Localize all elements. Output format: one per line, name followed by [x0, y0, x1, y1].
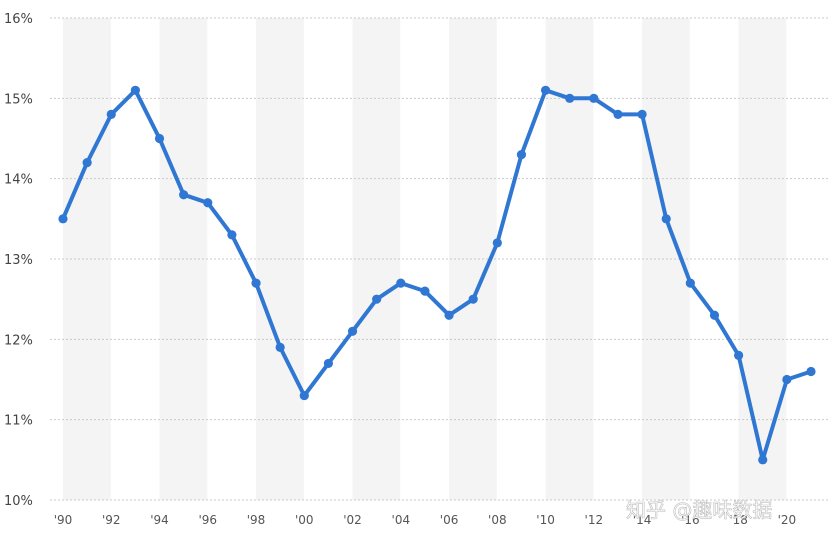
x-tick-label: '02 — [343, 513, 362, 527]
x-tick-label: '00 — [295, 513, 314, 527]
y-tick-label: 11% — [4, 414, 33, 429]
data-point — [323, 358, 334, 369]
data-point — [709, 310, 720, 320]
data-point — [82, 158, 92, 168]
y-gridlines — [50, 17, 830, 501]
year-band — [352, 18, 401, 500]
data-point — [637, 109, 647, 119]
x-tick-label: '12 — [585, 513, 604, 527]
y-tick-label: 16% — [4, 12, 33, 27]
data-point — [154, 133, 165, 144]
x-tick-label: '16 — [681, 513, 700, 527]
data-point — [468, 294, 478, 304]
data-point — [492, 238, 502, 248]
data-point — [299, 390, 309, 401]
data-point — [179, 190, 189, 200]
y-tick-label: 13% — [4, 253, 33, 268]
data-point — [106, 109, 116, 119]
data-point — [275, 342, 285, 352]
data-point — [58, 214, 68, 224]
x-tick-label: '10 — [536, 513, 555, 527]
data-point — [251, 278, 261, 288]
x-tick-label: '18 — [729, 513, 748, 527]
data-point — [685, 278, 695, 288]
x-tick-label: '96 — [198, 513, 217, 527]
data-point — [227, 230, 237, 240]
data-point — [420, 286, 430, 296]
data-point — [130, 85, 140, 95]
data-point — [540, 85, 551, 95]
data-point — [565, 93, 575, 103]
watermark: 知乎 @趣味数据 — [626, 498, 772, 522]
data-point — [661, 214, 671, 224]
data-point — [347, 326, 358, 336]
x-tick-label: '14 — [633, 513, 652, 527]
y-tick-label: 14% — [4, 173, 33, 188]
data-point — [758, 455, 768, 465]
x-axis-ticks: '90 '92 '94 '96 '98 '00 '02 '04 '06 '08 '10 '12 '14 '… — [54, 513, 796, 527]
data-point — [806, 366, 816, 377]
y-axis-ticks: 10% 11% 12% 13% 14% 15% 16% — [4, 12, 33, 509]
x-tick-label: '20 — [778, 513, 797, 527]
data-point — [782, 374, 792, 385]
data-point — [396, 278, 406, 288]
y-tick-label: 10% — [4, 494, 33, 509]
x-tick-label: '92 — [102, 513, 121, 527]
x-tick-label: '06 — [440, 513, 459, 527]
y-tick-label: 12% — [4, 333, 33, 348]
x-tick-label: '04 — [392, 513, 411, 527]
x-tick-label: '98 — [247, 513, 266, 527]
data-point — [734, 350, 744, 360]
x-tick-label: '94 — [150, 513, 169, 527]
series-group — [58, 85, 816, 465]
data-point — [613, 109, 623, 119]
y-tick-label: 15% — [4, 92, 33, 107]
data-point — [516, 149, 527, 160]
x-tick-label: '08 — [488, 513, 507, 527]
data-point — [372, 294, 382, 304]
x-tick-label: '90 — [54, 513, 73, 527]
data-point — [444, 310, 454, 320]
data-point — [203, 198, 213, 208]
data-point — [589, 93, 599, 103]
